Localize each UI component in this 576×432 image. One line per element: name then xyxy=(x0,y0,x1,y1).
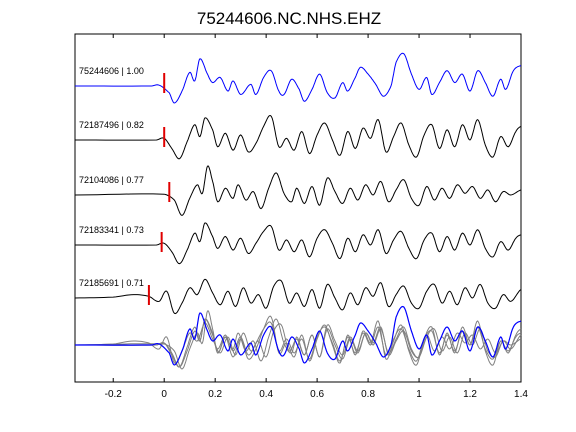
x-tick-label: 0.4 xyxy=(259,389,273,400)
trace-label-72187496: 72187496 | 0.82 xyxy=(79,120,144,130)
trace-line-72183341 xyxy=(75,222,522,265)
overlay-trace-72104086 xyxy=(74,310,522,370)
overlay-trace-72183341 xyxy=(75,318,522,368)
trace-line-75244606 xyxy=(75,52,522,104)
trace-line-72187496 xyxy=(75,114,522,160)
trace-label-72104086: 72104086 | 0.77 xyxy=(79,175,144,185)
trace-label-75244606: 75244606 | 1.00 xyxy=(79,66,144,76)
x-tick-label: 0 xyxy=(161,389,167,400)
plot-frame xyxy=(74,33,522,383)
x-axis: -0.2 0 0.2 0.4 0.6 0.8 1 1.2 1.4 xyxy=(105,34,528,400)
x-tick-label: 1.2 xyxy=(463,389,477,400)
x-tick-label: 1 xyxy=(416,389,422,400)
trace-label-72183341: 72183341 | 0.73 xyxy=(79,225,144,235)
x-tick-label: 0.6 xyxy=(310,389,324,400)
overlay-layer xyxy=(74,305,522,370)
x-tick-label: 0.8 xyxy=(361,389,375,400)
x-tick-label: 0.2 xyxy=(208,389,222,400)
trace-label-72185691: 72185691 | 0.71 xyxy=(79,278,144,288)
x-tick-label: 1.4 xyxy=(514,389,528,400)
traces-layer: 75244606 | 1.00 72187496 | 0.82 72104086 |… xyxy=(74,52,522,315)
trace-line-72185691 xyxy=(74,278,522,315)
trace-line-72104086 xyxy=(74,165,522,216)
x-tick-label: -0.2 xyxy=(105,389,123,400)
chart-title: 75244606.NC.NHS.EHZ xyxy=(197,9,381,28)
overlay-trace-75244606 xyxy=(75,305,522,366)
